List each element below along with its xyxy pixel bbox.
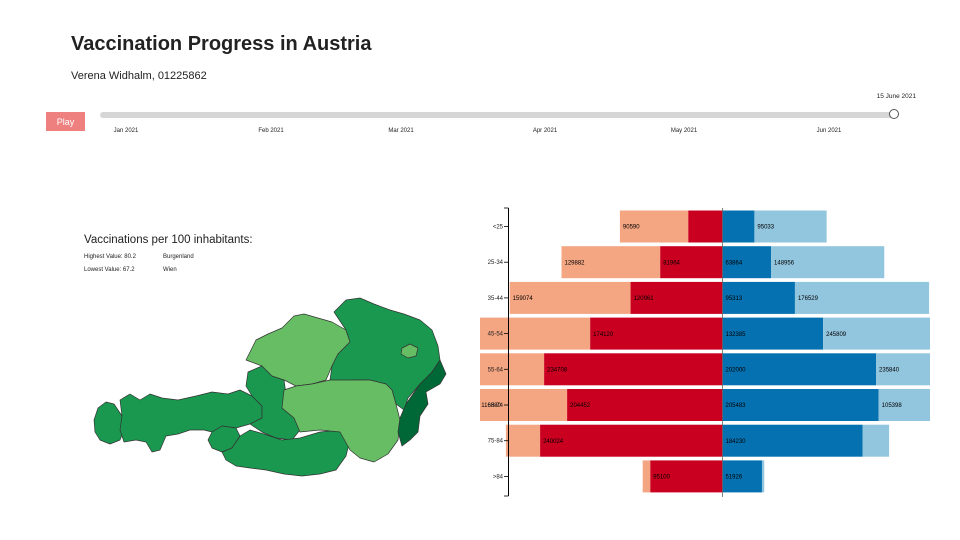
- y-tick-label: <25: [493, 225, 504, 231]
- bar-right-inner-2: [722, 281, 795, 314]
- page-title: Vaccination Progress in Austria: [71, 33, 372, 55]
- y-tick-label: >84: [493, 474, 504, 480]
- bar-right-outer-1: [771, 246, 885, 279]
- bar-value-label: 95313: [726, 296, 743, 302]
- y-tick-label: 45-54: [488, 332, 504, 338]
- bar-left-inner-6: [540, 424, 723, 457]
- y-tick-label: 35-44: [488, 296, 504, 302]
- bar-value-label: 240024: [543, 439, 564, 445]
- month-label-feb: Feb 2021: [258, 128, 284, 134]
- bar-left-inner-4: [544, 353, 723, 386]
- play-button[interactable]: Play: [46, 112, 85, 131]
- month-label-may: May 2021: [670, 128, 698, 134]
- bar-right-outer-7: [761, 460, 765, 493]
- bar-value-label: 184230: [726, 439, 747, 445]
- bar-value-label: 235840: [879, 368, 900, 374]
- bar-left-outer-4: [480, 353, 545, 386]
- current-date-label: 15 June 2021: [876, 93, 916, 100]
- bar-right-inner-7: [722, 460, 762, 493]
- bar-value-label: 90590: [623, 225, 640, 231]
- page-subtitle: Verena Widhalm, 01225862: [71, 70, 207, 82]
- bar-right-outer-2: [794, 281, 930, 314]
- bar-left-inner-7: [650, 460, 723, 493]
- state-vorarlberg[interactable]: [93, 401, 125, 445]
- bar-left-outer-1: [561, 246, 661, 279]
- bar-left-inner-3: [590, 317, 723, 350]
- age-pyramid-chart: 90590 95033 129882 81964 63864 148956 159074 12…: [480, 207, 930, 497]
- state-wien[interactable]: [400, 343, 419, 359]
- bar-value-label: 116880: [481, 403, 501, 409]
- bar-value-label: 132385: [726, 332, 747, 338]
- bar-right-outer-4: [876, 353, 930, 386]
- month-label-mar: Mar 2021: [388, 128, 414, 134]
- lowest-value-state: Wien: [163, 267, 177, 273]
- bar-value-label: 51926: [726, 475, 743, 481]
- bar-right-inner-3: [722, 317, 824, 350]
- map-title: Vaccinations per 100 inhabitants:: [84, 234, 253, 246]
- bar-left-inner-0: [688, 210, 723, 243]
- bar-right-outer-5: [878, 389, 930, 421]
- bar-left-outer-7: [642, 460, 651, 493]
- state-steiermark[interactable]: [281, 379, 401, 463]
- date-slider-handle[interactable]: [889, 109, 899, 119]
- bar-value-label: 174120: [593, 332, 614, 338]
- bar-right-outer-0: [754, 210, 827, 243]
- month-label-jan: Jan 2021: [113, 128, 139, 134]
- bar-value-label: 204452: [570, 403, 591, 409]
- bar-right-outer-6: [862, 424, 890, 457]
- bar-left-outer-3: [480, 317, 591, 350]
- bar-value-label: 176529: [798, 296, 819, 302]
- highest-value-state: Burgenland: [163, 254, 194, 260]
- bar-right-outer-3: [823, 317, 930, 350]
- month-label-jun: Jun 2021: [816, 128, 842, 134]
- y-tick-label: 65-74: [488, 403, 504, 409]
- bar-right-inner-4: [722, 353, 877, 386]
- bar-value-label: 105398: [882, 403, 903, 409]
- bar-value-label: 159074: [513, 296, 534, 302]
- bar-value-label: 129882: [564, 260, 585, 266]
- bar-value-label: 245809: [826, 332, 847, 338]
- bar-right-inner-0: [722, 210, 755, 243]
- bar-value-label: 81964: [663, 260, 680, 266]
- bar-left-inner-5: [567, 389, 723, 421]
- date-slider-track[interactable]: [100, 112, 896, 118]
- lowest-value-label: Lowest Value: 67.2: [84, 267, 135, 273]
- bar-value-label: 120961: [634, 296, 655, 302]
- bar-left-outer-6: [505, 424, 541, 457]
- highest-value-label: Highest Value: 80.2: [84, 254, 137, 260]
- bar-left-outer-2: [509, 281, 631, 314]
- bar-value-label: 202000: [726, 368, 747, 374]
- bar-left-outer-0: [619, 210, 689, 243]
- bar-left-inner-1: [660, 246, 723, 279]
- bar-value-label: 95100: [653, 475, 670, 481]
- bar-left-inner-2: [630, 281, 723, 314]
- state-burgenland[interactable]: [397, 359, 447, 447]
- austria-map: Vaccinations per 100 inhabitants: Highes…: [84, 234, 447, 477]
- bar-right-inner-6: [722, 424, 863, 457]
- bar-value-label: 148956: [774, 260, 795, 266]
- bar-value-label: 234708: [547, 368, 568, 374]
- bar-right-inner-1: [722, 246, 772, 279]
- bar-left-outer-5: [480, 389, 568, 421]
- y-tick-label: 25-34: [488, 260, 504, 266]
- bar-value-label: 205483: [726, 403, 747, 409]
- bar-right-inner-5: [722, 389, 879, 421]
- bar-value-label: 95033: [757, 225, 774, 231]
- bar-value-label: 63864: [726, 260, 743, 266]
- y-tick-label: 55-64: [488, 367, 504, 373]
- month-label-apr: Apr 2021: [532, 128, 558, 134]
- y-tick-label: 75-84: [488, 439, 504, 445]
- state-kaernten[interactable]: [221, 429, 351, 477]
